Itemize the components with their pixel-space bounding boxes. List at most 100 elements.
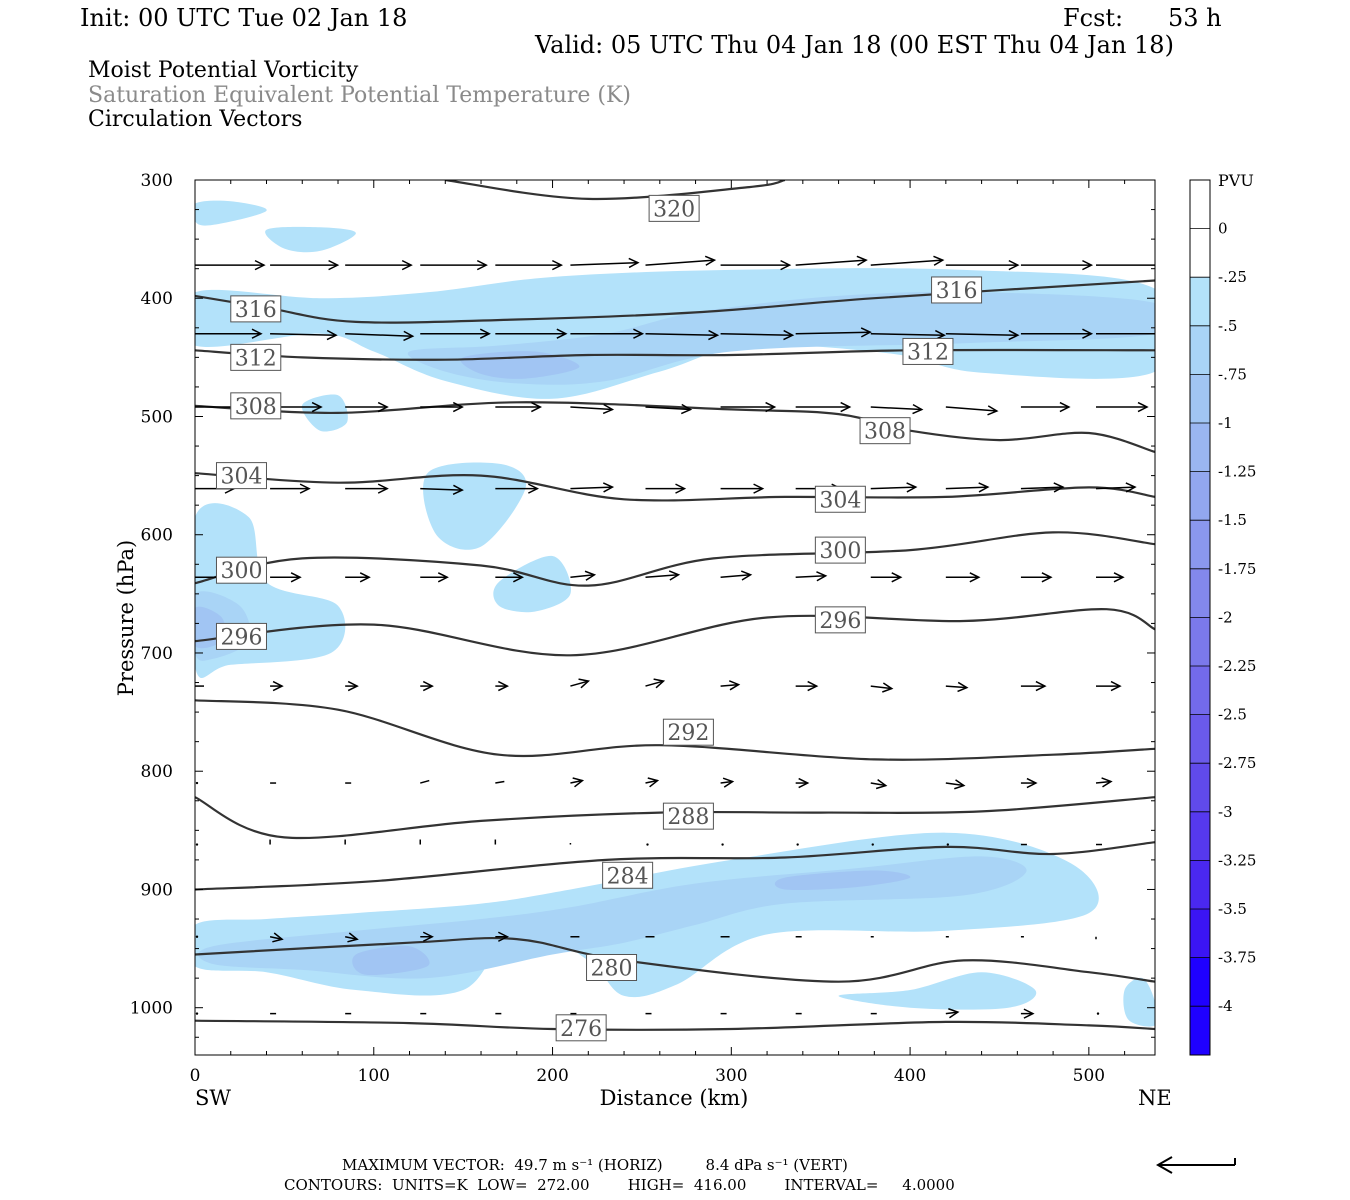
vector-shaft <box>570 261 638 266</box>
reference-vector-icon <box>1155 1156 1236 1174</box>
contour-label: 316 <box>235 298 277 323</box>
contour-label: 312 <box>235 346 277 371</box>
vector-shaft <box>945 685 967 689</box>
colorbar: PVU 0 -.25 -.5 -.75 -1 -1.25 -1.5 -1.75 -2 -2.25 -2… <box>1189 171 1256 1056</box>
colorbar-swatch <box>1190 568 1210 618</box>
vector-shaft <box>720 780 733 784</box>
colorbar-swatch <box>1190 957 1210 1007</box>
pv-region <box>265 226 356 253</box>
vector-head <box>476 259 488 271</box>
vector-head <box>359 572 371 583</box>
colorbar-tick-label: -2 <box>1218 608 1233 626</box>
x-tick-label: 100 <box>358 1066 390 1086</box>
vector-head <box>875 779 888 790</box>
vector-head <box>704 255 717 266</box>
contour-label-box <box>555 1014 607 1042</box>
vector-head <box>584 570 597 581</box>
colorbar-swatch <box>1190 811 1210 861</box>
contour-label-box <box>859 417 911 445</box>
forecast-hour-value: 53 h <box>1168 4 1222 32</box>
vector-head <box>1035 680 1047 692</box>
colorbar-tick-label: -3.75 <box>1218 949 1256 967</box>
vector-shaft <box>645 332 718 336</box>
vector-shaft <box>645 779 658 784</box>
vector-shaft <box>570 574 595 579</box>
y-tick-label: 1000 <box>130 999 173 1019</box>
vector-head <box>957 681 969 693</box>
vector-head <box>299 483 311 494</box>
vector-head <box>969 572 981 583</box>
contour-label-box <box>662 718 714 746</box>
vector-head <box>780 259 792 271</box>
vector-head <box>602 482 615 493</box>
contour-label: 320 <box>653 197 695 222</box>
vector-head <box>251 328 263 339</box>
contour-label: 308 <box>235 395 277 420</box>
vector-shaft <box>870 406 922 411</box>
colorbar-tick-label: -2.75 <box>1218 754 1256 772</box>
vector-dot <box>646 843 649 846</box>
colorbar-swatch <box>1190 471 1210 521</box>
x-left-label: SW <box>195 1086 231 1110</box>
colorbar-tick-label: 0 <box>1218 220 1228 238</box>
contour-label: 280 <box>591 957 633 982</box>
contour-292 <box>195 699 1155 761</box>
vector-head <box>377 483 389 494</box>
contour-276 <box>195 1019 1155 1031</box>
contour-320 <box>445 180 786 201</box>
colorbar-swatch <box>1190 374 1210 423</box>
y-tick-label: 600 <box>141 526 173 546</box>
colorbar-swatch <box>1190 909 1210 958</box>
pv-region <box>1123 977 1155 1027</box>
vector-dot <box>871 843 874 846</box>
x-axis-label: Distance (km) <box>600 1086 749 1110</box>
colorbar-swatch <box>1190 423 1210 472</box>
vector-shaft <box>645 259 715 266</box>
vector-shaft <box>269 936 283 940</box>
theta-es-contours <box>195 180 1155 1031</box>
vector-shaft <box>945 332 1018 336</box>
title-theta-es: Saturation Equivalent Potential Temperat… <box>88 83 631 108</box>
vector-dot <box>946 843 950 846</box>
vector-head <box>1137 401 1149 413</box>
contour-label-box <box>814 536 866 564</box>
colorbar-swatch <box>1190 180 1210 229</box>
colorbar-swatch <box>1190 1006 1210 1055</box>
vector-head <box>437 572 449 583</box>
x-tick-label: 300 <box>715 1066 747 1086</box>
vector-shaft <box>870 259 943 266</box>
vector-shaft <box>570 680 589 687</box>
vector-head <box>933 255 945 266</box>
vector-head <box>1053 482 1065 493</box>
vector-dot <box>1096 1012 1100 1015</box>
y-axis-label: Pressure (hPa) <box>114 540 138 696</box>
vector-shaft <box>870 782 886 787</box>
y-tick-label: 400 <box>141 289 173 309</box>
vector-head <box>311 401 323 413</box>
vector-head <box>254 259 266 271</box>
vector-head <box>290 572 302 583</box>
colorbar-tick-label: -3.5 <box>1218 900 1247 918</box>
contour-label: 296 <box>819 609 861 634</box>
vector-head <box>572 777 585 788</box>
vector-head <box>882 682 894 693</box>
colorbar-swatch <box>1190 325 1210 375</box>
colorbar-tick-label: -3.25 <box>1218 851 1256 869</box>
vector-head <box>668 570 681 581</box>
vector-head <box>987 405 999 416</box>
vector-head <box>497 931 510 942</box>
vector-head <box>680 403 693 415</box>
contour-304 <box>195 472 1155 502</box>
x-right-label: NE <box>1138 1086 1172 1110</box>
vector-shaft <box>945 1011 958 1015</box>
vector-shaft <box>345 936 358 940</box>
contour-300 <box>195 531 1155 587</box>
vector-shaft <box>795 575 826 579</box>
vector-dot <box>195 843 199 846</box>
valid-time: Valid: 05 UTC Thu 04 Jan 18 (00 EST Thu … <box>535 31 1174 59</box>
vector-head <box>530 401 543 413</box>
y-tick-label: 300 <box>141 171 173 191</box>
colorbar-tick-label: -1 <box>1218 414 1233 432</box>
vector-head <box>906 482 918 493</box>
contour-label: 300 <box>819 539 861 564</box>
